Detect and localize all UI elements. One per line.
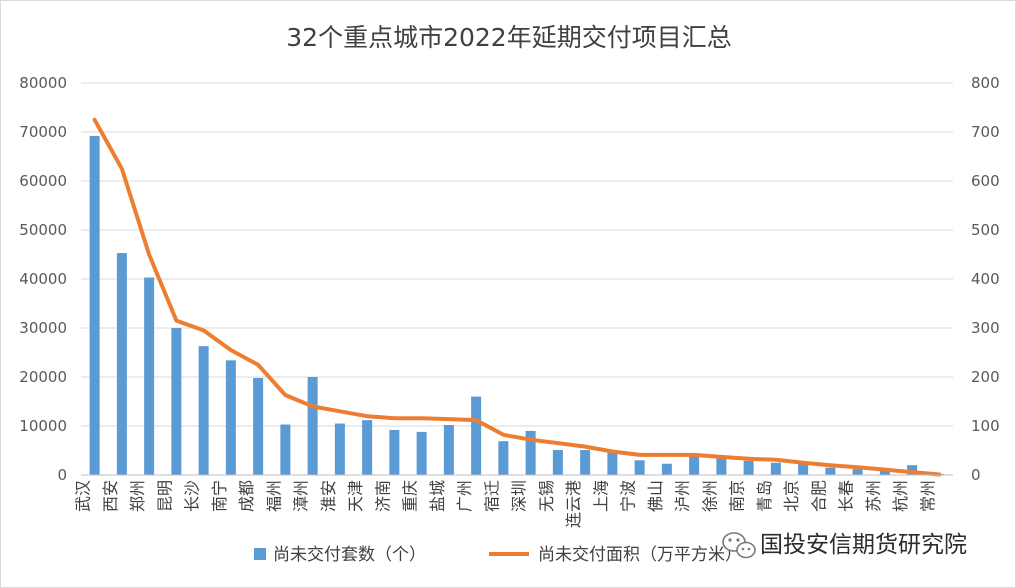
y-left-tick-label: 20000 <box>19 368 67 386</box>
y-right-tick-label: 0 <box>971 466 981 484</box>
watermark-text: 国投安信期货研究院 <box>760 532 967 558</box>
bar <box>362 420 373 475</box>
x-tick-label: 广州 <box>455 480 474 512</box>
line-series <box>92 117 942 477</box>
bar <box>389 429 400 475</box>
bar <box>198 346 209 475</box>
watermark: 国投安信期货研究院 <box>722 532 967 559</box>
x-tick-label: 重庆 <box>401 480 420 512</box>
x-tick-label: 佛山 <box>646 480 665 512</box>
bar <box>443 425 454 475</box>
x-tick-label: 宿迁 <box>482 480 501 512</box>
x-tick-label: 宁波 <box>619 480 638 512</box>
y-left-tick-label: 50000 <box>19 221 67 239</box>
bar <box>580 450 591 475</box>
bar <box>607 452 618 475</box>
y-left-tick-label: 60000 <box>19 172 67 190</box>
x-tick-label: 盐城 <box>428 480 447 512</box>
bar <box>716 457 727 475</box>
x-tick-label: 武汉 <box>74 480 93 512</box>
x-tick-label: 青岛 <box>755 480 774 512</box>
legend-bar-label: 尚未交付套数（个） <box>273 545 426 565</box>
x-tick-label: 泸州 <box>673 480 692 512</box>
bar <box>743 460 754 475</box>
x-tick-label: 郑州 <box>128 480 147 512</box>
x-tick-label: 长沙 <box>183 480 202 512</box>
x-tick-label: 深圳 <box>510 480 529 512</box>
y-left-tick-label: 10000 <box>19 417 67 435</box>
bar <box>471 396 482 475</box>
bar <box>225 360 236 475</box>
x-tick-label: 无锡 <box>537 480 556 512</box>
x-tick-label: 常州 <box>918 480 937 512</box>
bar <box>525 430 536 475</box>
chart-title: 32个重点城市2022年延期交付项目汇总 <box>286 23 731 52</box>
y-left-tick-label: 80000 <box>19 74 67 92</box>
bar <box>634 460 645 475</box>
x-tick-label: 西安 <box>101 480 120 512</box>
y-right-tick-label: 600 <box>971 172 1000 190</box>
y-left-tick-label: 70000 <box>19 123 67 141</box>
bar-series <box>89 135 945 476</box>
bar <box>798 463 809 475</box>
x-tick-label: 南京 <box>728 480 747 512</box>
x-tick-label: 昆明 <box>155 480 174 512</box>
x-tick-label: 连云港 <box>564 480 583 528</box>
wechat-icon <box>722 532 756 559</box>
bar <box>770 462 781 475</box>
bar <box>498 441 509 475</box>
y-right-tick-label: 200 <box>971 368 1000 386</box>
y-left-tick-label: 0 <box>57 466 67 484</box>
x-tick-label: 漳州 <box>292 480 311 512</box>
area-line <box>92 117 942 477</box>
y-right-tick-label: 700 <box>971 123 1000 141</box>
x-tick-label: 淮安 <box>319 480 338 512</box>
y-right-tick-label: 500 <box>971 221 1000 239</box>
x-tick-label: 福州 <box>264 480 283 512</box>
x-tick-label: 北京 <box>782 480 801 512</box>
bar <box>144 277 155 475</box>
bar <box>852 469 863 475</box>
x-tick-label: 天津 <box>346 480 365 512</box>
legend-bar-swatch <box>254 548 266 560</box>
x-tick-label: 上海 <box>591 480 610 512</box>
bar <box>825 467 836 475</box>
bar <box>253 377 264 475</box>
y-right-tick-label: 300 <box>971 319 1000 337</box>
x-tick-label: 合肥 <box>809 480 828 512</box>
legend-line-label: 尚未交付面积（万平方米） <box>538 545 742 565</box>
bar <box>89 135 100 476</box>
y-right-tick-label: 800 <box>971 74 1000 92</box>
bar <box>116 253 127 475</box>
axes: 0100002000030000400005000060000700008000… <box>19 74 999 528</box>
legend: 尚未交付套数（个） 尚未交付面积（万平方米） <box>254 545 742 565</box>
x-tick-label: 徐州 <box>700 480 719 512</box>
bar <box>552 450 563 475</box>
x-tick-label: 济南 <box>373 480 392 512</box>
y-right-tick-label: 100 <box>971 417 1000 435</box>
x-tick-label: 杭州 <box>891 480 910 512</box>
x-tick-label: 苏州 <box>864 480 883 512</box>
bar <box>879 470 890 475</box>
x-tick-label: 长春 <box>837 480 856 512</box>
y-left-tick-label: 40000 <box>19 270 67 288</box>
x-tick-label: 成都 <box>237 480 256 512</box>
x-tick-label: 南宁 <box>210 480 229 512</box>
y-left-tick-label: 30000 <box>19 319 67 337</box>
bar <box>280 424 291 475</box>
grid-lines <box>81 82 953 427</box>
bar <box>416 431 427 475</box>
bar <box>307 377 318 475</box>
y-right-tick-label: 400 <box>971 270 1000 288</box>
bar <box>661 463 672 475</box>
bar <box>334 423 345 475</box>
bar <box>689 455 700 475</box>
bar <box>171 328 182 475</box>
